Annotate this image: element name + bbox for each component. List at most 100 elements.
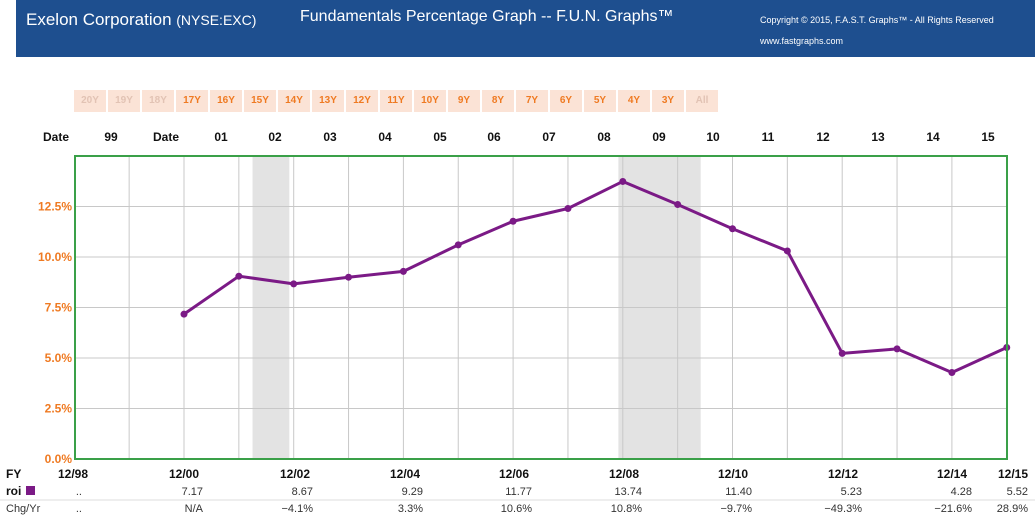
- top-axis-label: 12: [816, 130, 830, 144]
- roi-value: 5.23: [841, 486, 862, 498]
- top-axis-label: Date: [43, 130, 69, 144]
- top-axis-label: 09: [652, 130, 666, 144]
- fy-column-label: 12/98: [58, 467, 88, 481]
- data-point: [454, 241, 462, 249]
- roi-value: 11.77: [505, 486, 532, 498]
- roi-value: 4.28: [951, 486, 972, 498]
- top-axis-label: Date: [153, 130, 179, 144]
- top-axis-label: 05: [433, 130, 447, 144]
- range-button-13y[interactable]: 13Y: [312, 90, 344, 112]
- fy-column-label: 12/02: [280, 467, 310, 481]
- y-tick-label: 7.5%: [45, 301, 73, 315]
- y-tick-label: 0.0%: [45, 452, 73, 466]
- chg-value: 10.6%: [501, 503, 532, 515]
- data-point: [783, 247, 791, 255]
- roi-value: 8.67: [292, 486, 313, 498]
- top-axis-label: 10: [706, 130, 720, 144]
- data-point: [948, 369, 956, 377]
- range-button-20y[interactable]: 20Y: [74, 90, 106, 112]
- roi-value: 9.29: [402, 486, 423, 498]
- range-button-12y[interactable]: 12Y: [346, 90, 378, 112]
- chg-value: 3.3%: [398, 503, 423, 515]
- roi-value: 11.40: [725, 486, 752, 498]
- data-point: [729, 225, 736, 233]
- data-point: [180, 310, 188, 318]
- data-point: [564, 205, 572, 213]
- fy-column-label: 12/10: [718, 467, 748, 481]
- range-button-18y[interactable]: 18Y: [142, 90, 174, 112]
- data-point: [235, 272, 243, 280]
- data-point: [345, 273, 353, 281]
- range-button-10y[interactable]: 10Y: [414, 90, 446, 112]
- roi-value: 5.52: [1007, 486, 1028, 498]
- fy-column-label: 12/14: [937, 467, 967, 481]
- fy-column-label: 12/12: [828, 467, 858, 481]
- chg-value: −4.1%: [282, 503, 314, 515]
- chg-value: −21.6%: [934, 503, 972, 515]
- top-axis-label: 15: [981, 130, 995, 144]
- roi-row-label: roi: [6, 484, 21, 498]
- y-tick-label: 12.5%: [38, 200, 72, 214]
- chg-value: −49.3%: [824, 503, 862, 515]
- top-axis-label: 08: [597, 130, 611, 144]
- copyright-notice: Copyright © 2015, F.A.S.T. Graphs™ - All…: [760, 15, 994, 25]
- company-name: Exelon Corporation (NYSE:EXC): [26, 10, 256, 30]
- top-axis-label: 07: [542, 130, 556, 144]
- range-button-9y[interactable]: 9Y: [448, 90, 480, 112]
- range-button-6y[interactable]: 6Y: [550, 90, 582, 112]
- top-axis-label: 02: [268, 130, 282, 144]
- top-axis-label: 13: [871, 130, 885, 144]
- range-button-19y[interactable]: 19Y: [108, 90, 140, 112]
- chg-value: −9.7%: [721, 503, 753, 515]
- range-button-15y[interactable]: 15Y: [244, 90, 276, 112]
- chg-value: 28.9%: [997, 503, 1028, 515]
- range-button-17y[interactable]: 17Y: [176, 90, 208, 112]
- company-label: Exelon Corporation: [26, 10, 172, 29]
- ticker-symbol: (NYSE:EXC): [176, 12, 257, 28]
- range-button-3y[interactable]: 3Y: [652, 90, 684, 112]
- series-line-roi: [183, 179, 1008, 375]
- data-point: [619, 177, 627, 185]
- roi-value: 13.74: [614, 486, 642, 498]
- range-button-7y[interactable]: 7Y: [516, 90, 548, 112]
- data-point: [399, 267, 407, 275]
- range-button-11y[interactable]: 11Y: [380, 90, 412, 112]
- range-button-14y[interactable]: 14Y: [278, 90, 310, 112]
- chg-value: N/A: [185, 503, 204, 515]
- data-point: [290, 280, 298, 288]
- chg-value: 10.8%: [611, 503, 642, 515]
- range-button-4y[interactable]: 4Y: [618, 90, 650, 112]
- top-axis-label: 04: [378, 130, 392, 144]
- fy-column-label: 12/06: [499, 467, 529, 481]
- y-tick-label: 2.5%: [45, 402, 73, 416]
- fy-column-label: 12/08: [609, 467, 639, 481]
- fy-column-label: 12/15: [998, 467, 1028, 481]
- y-tick-label: 5.0%: [45, 351, 73, 365]
- plot-border: [74, 155, 1008, 460]
- fy-column-label: 12/04: [390, 467, 420, 481]
- top-axis-label: 99: [104, 130, 118, 144]
- data-point: [509, 217, 517, 225]
- roi-value: ..: [76, 486, 82, 498]
- fy-column-label: 12/00: [169, 467, 199, 481]
- range-button-5y[interactable]: 5Y: [584, 90, 616, 112]
- site-url[interactable]: www.fastgraphs.com: [760, 36, 844, 46]
- chg-row-label: Chg/Yr: [6, 503, 41, 515]
- range-button-16y[interactable]: 16Y: [210, 90, 242, 112]
- range-button-8y[interactable]: 8Y: [482, 90, 514, 112]
- fy-label: FY: [6, 467, 21, 481]
- top-axis-label: 03: [323, 130, 337, 144]
- top-axis-label: 01: [214, 130, 228, 144]
- chg-value: ..: [76, 503, 82, 515]
- range-button-all[interactable]: All: [686, 90, 718, 112]
- data-point: [893, 345, 901, 353]
- top-axis-label: 14: [926, 130, 940, 144]
- roi-legend-swatch: [26, 486, 35, 495]
- top-axis-label: 11: [762, 130, 775, 144]
- header-banner: Exelon Corporation (NYSE:EXC) Fundamenta…: [16, 0, 1035, 57]
- roi-value: 7.17: [182, 486, 203, 498]
- graph-title: Fundamentals Percentage Graph -- F.U.N. …: [300, 8, 674, 25]
- data-point: [674, 200, 682, 208]
- data-point: [838, 349, 846, 357]
